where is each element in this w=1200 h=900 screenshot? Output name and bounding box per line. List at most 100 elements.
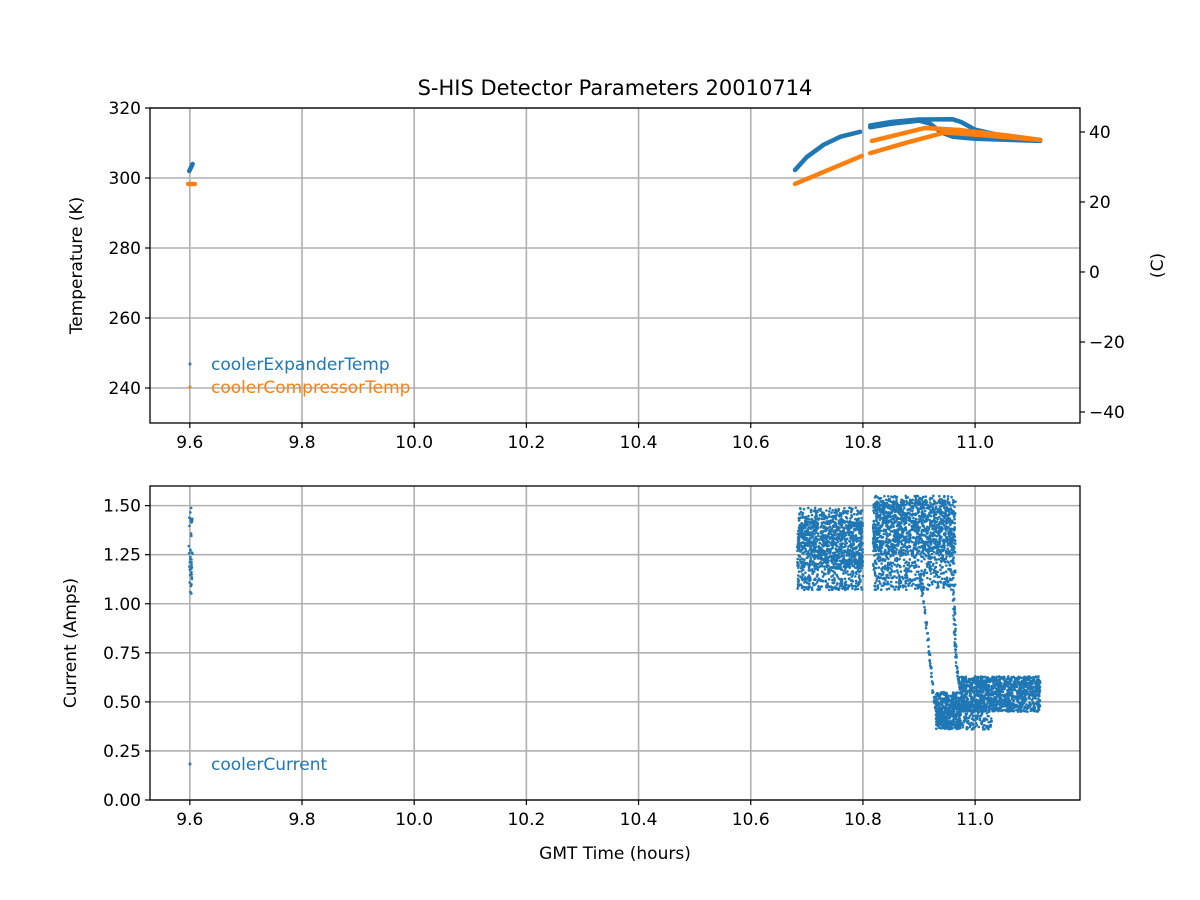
point bbox=[965, 696, 969, 700]
point bbox=[800, 516, 804, 519]
point bbox=[845, 559, 849, 562]
point bbox=[904, 567, 908, 570]
point bbox=[908, 533, 911, 536]
point bbox=[912, 582, 915, 586]
point bbox=[947, 709, 951, 712]
point bbox=[913, 560, 917, 563]
point bbox=[889, 515, 892, 519]
point bbox=[913, 578, 916, 581]
point bbox=[900, 535, 903, 538]
point bbox=[990, 684, 994, 688]
point bbox=[819, 546, 823, 550]
point bbox=[892, 539, 895, 543]
point bbox=[911, 524, 915, 527]
y-axis-label: Temperature (K) bbox=[67, 197, 87, 336]
point bbox=[912, 543, 916, 547]
point bbox=[940, 511, 944, 515]
point bbox=[924, 499, 928, 502]
point bbox=[942, 706, 946, 709]
point bbox=[905, 515, 909, 519]
x-tick-label: 9.8 bbox=[288, 433, 315, 453]
point bbox=[1034, 675, 1038, 678]
point bbox=[886, 580, 889, 584]
point bbox=[798, 542, 801, 546]
point bbox=[814, 512, 818, 516]
point bbox=[932, 494, 935, 498]
point bbox=[854, 506, 858, 510]
point bbox=[892, 534, 896, 538]
point bbox=[963, 688, 966, 692]
point bbox=[1025, 691, 1028, 695]
point bbox=[895, 499, 898, 502]
point bbox=[887, 503, 891, 507]
point bbox=[916, 503, 920, 507]
point bbox=[881, 552, 884, 556]
point bbox=[840, 542, 844, 546]
point bbox=[905, 499, 908, 503]
point bbox=[933, 521, 937, 525]
point bbox=[888, 497, 891, 501]
point bbox=[833, 579, 837, 582]
point bbox=[1034, 689, 1037, 693]
point bbox=[821, 530, 825, 533]
point bbox=[830, 555, 834, 558]
point bbox=[839, 562, 843, 566]
point bbox=[843, 534, 846, 537]
point bbox=[1036, 684, 1039, 688]
point bbox=[872, 511, 876, 515]
point bbox=[895, 543, 899, 546]
point bbox=[799, 507, 802, 511]
point bbox=[943, 577, 947, 581]
point bbox=[944, 702, 947, 705]
point bbox=[828, 570, 831, 574]
point bbox=[879, 510, 882, 514]
legend-marker bbox=[188, 362, 192, 366]
point bbox=[1004, 693, 1007, 696]
point bbox=[814, 510, 818, 514]
point bbox=[1003, 676, 1006, 679]
point bbox=[885, 537, 888, 541]
point bbox=[886, 494, 890, 498]
point bbox=[949, 720, 952, 724]
point bbox=[187, 544, 191, 548]
point bbox=[801, 545, 804, 549]
point bbox=[1018, 686, 1022, 689]
point bbox=[849, 536, 852, 540]
point bbox=[839, 550, 842, 553]
point bbox=[991, 708, 995, 712]
point bbox=[806, 543, 810, 546]
point bbox=[988, 680, 991, 684]
point bbox=[827, 526, 831, 529]
point bbox=[952, 533, 955, 536]
point bbox=[816, 534, 820, 538]
point bbox=[831, 560, 834, 564]
point bbox=[1012, 704, 1016, 708]
point bbox=[837, 533, 841, 537]
point bbox=[890, 500, 893, 504]
point bbox=[945, 552, 948, 556]
point bbox=[831, 518, 835, 521]
point bbox=[884, 579, 887, 582]
point bbox=[945, 564, 948, 567]
point bbox=[813, 506, 817, 510]
point bbox=[943, 544, 946, 547]
point bbox=[834, 509, 838, 512]
point bbox=[190, 551, 194, 554]
point bbox=[880, 540, 883, 544]
point bbox=[815, 537, 819, 541]
point bbox=[1006, 680, 1010, 684]
point bbox=[805, 586, 808, 589]
point bbox=[1003, 682, 1006, 686]
point bbox=[941, 717, 944, 720]
point bbox=[878, 582, 882, 585]
point bbox=[811, 543, 815, 547]
point bbox=[846, 587, 849, 591]
point bbox=[899, 551, 903, 554]
point bbox=[800, 561, 804, 564]
point bbox=[189, 506, 193, 510]
point bbox=[190, 577, 194, 581]
point bbox=[935, 692, 939, 695]
point bbox=[188, 558, 192, 561]
point bbox=[887, 563, 891, 567]
point bbox=[842, 526, 846, 530]
